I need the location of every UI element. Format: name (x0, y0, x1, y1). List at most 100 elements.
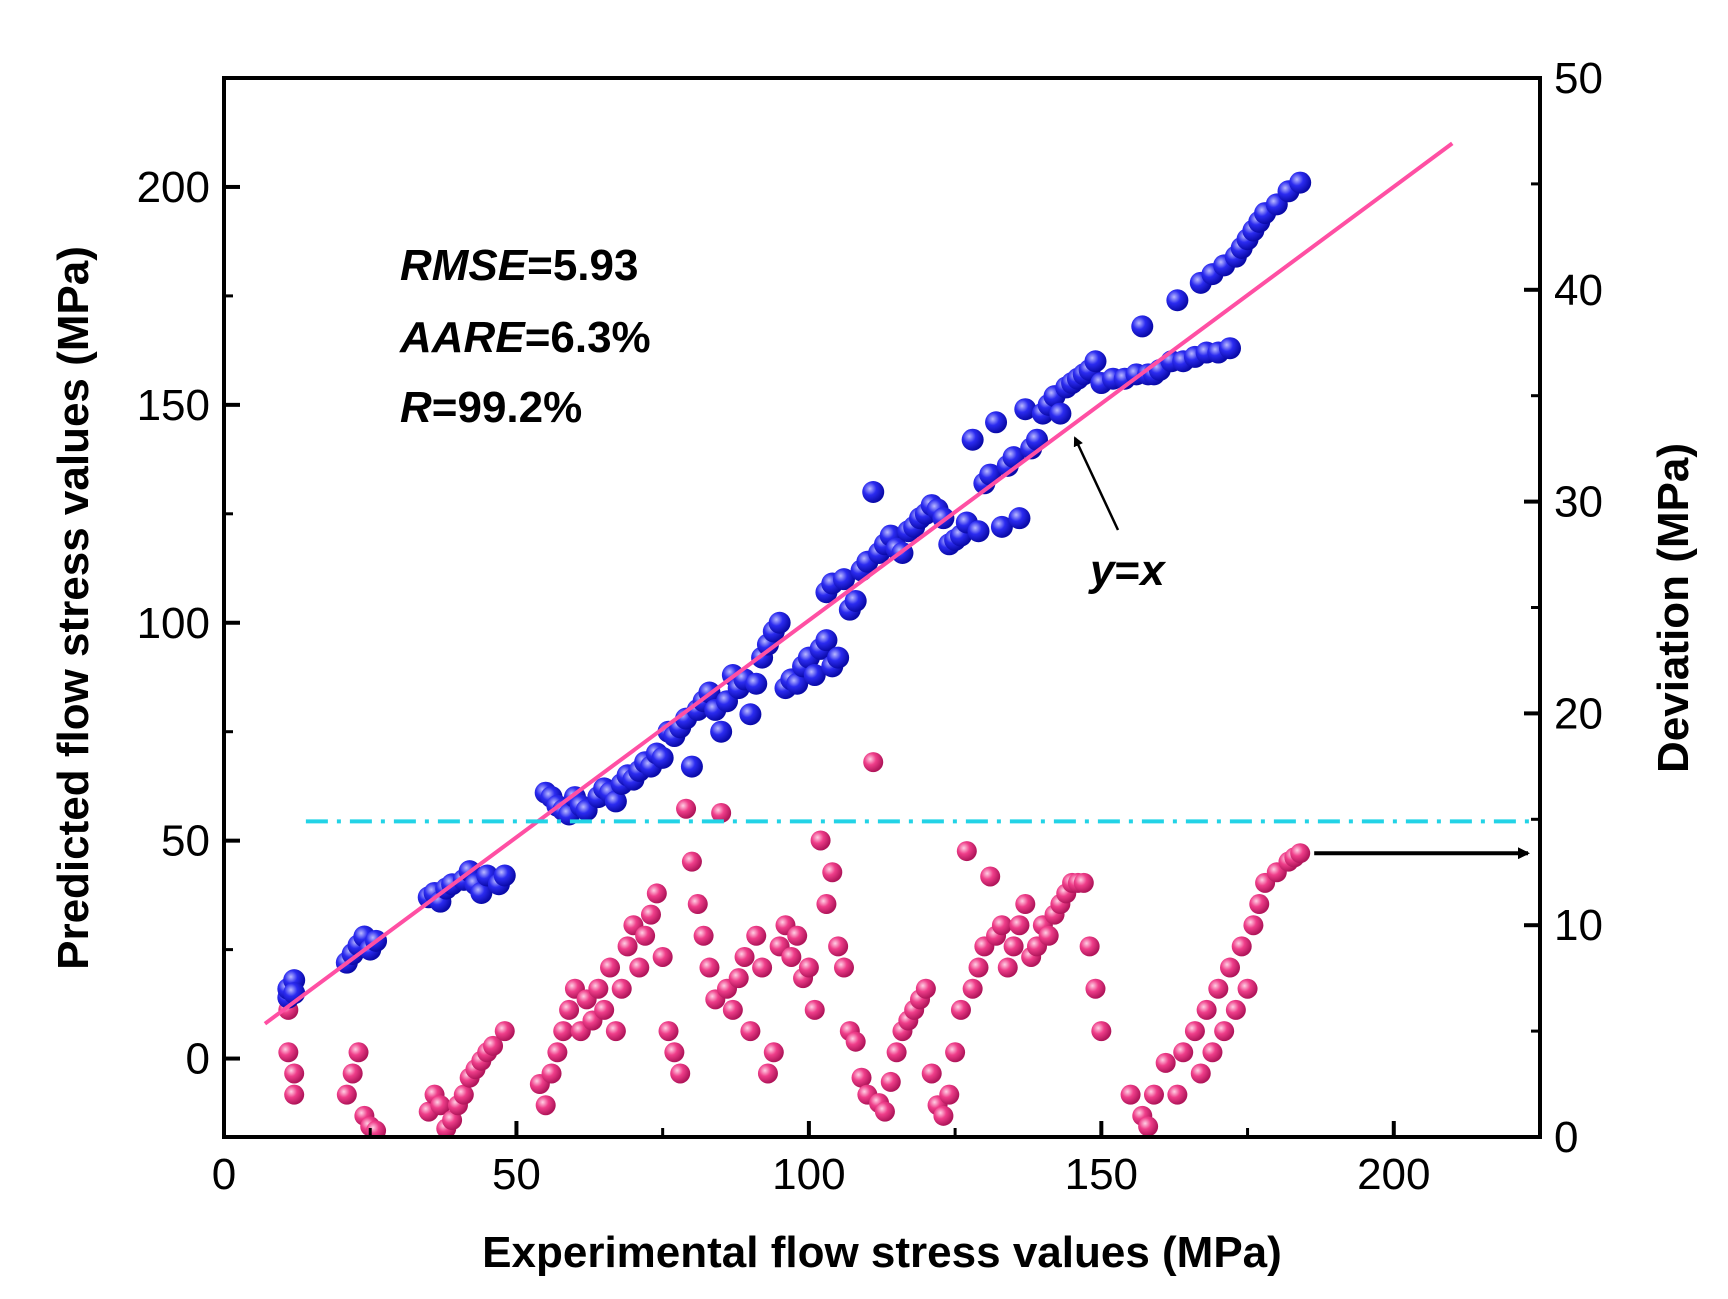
deviation-point (734, 946, 755, 967)
deviation-point (1073, 872, 1094, 893)
deviation-point (781, 946, 802, 967)
deviation-point (1220, 957, 1241, 978)
deviation-point (1196, 999, 1217, 1020)
deviation-point (640, 904, 661, 925)
deviation-point (874, 1101, 895, 1122)
predicted-point (470, 881, 493, 904)
plot-frame (222, 76, 1542, 1139)
axes: 0 50 100 150 200 0 50 100 150 200 0 10 20 30 40 50 (137, 54, 1603, 1199)
deviation-point (681, 851, 702, 872)
x-axis-title: Experimental flow stress values (MPa) (482, 1228, 1282, 1277)
deviation-point (541, 1063, 562, 1084)
deviation-point (980, 866, 1001, 887)
deviation-point (617, 936, 638, 957)
deviation-point (711, 802, 732, 823)
predicted-point (985, 411, 1008, 434)
r-value: =99.2% (432, 383, 582, 432)
y-equals-x-label: y=x (1088, 546, 1166, 595)
deviation-point (1208, 978, 1229, 999)
deviation-point (594, 999, 615, 1020)
predicted-point (1084, 350, 1107, 373)
deviation-point (863, 752, 884, 773)
deviation-point (646, 883, 667, 904)
y2-tick-label: 0 (1554, 1113, 1578, 1162)
deviation-point (798, 957, 819, 978)
deviation-point (1009, 915, 1030, 936)
y-tick-label: 100 (137, 599, 210, 648)
x-tick-label: 0 (212, 1150, 236, 1199)
deviation-point (699, 957, 720, 978)
deviation-point (687, 894, 708, 915)
deviation-point (559, 999, 580, 1020)
deviation-point (1138, 1116, 1159, 1137)
deviation-point (728, 968, 749, 989)
y-axis-title: Predicted flow stress values (MPa) (49, 246, 98, 970)
deviation-point (1249, 894, 1270, 915)
deviation-point (763, 1042, 784, 1063)
predicted-point (651, 746, 674, 769)
deviation-point (816, 894, 837, 915)
deviation-point (1202, 1042, 1223, 1063)
x-tick-label: 200 (1357, 1150, 1430, 1199)
deviation-point (1225, 999, 1246, 1020)
deviation-point (1079, 936, 1100, 957)
y2-tick-label: 30 (1554, 478, 1603, 527)
deviation-point (822, 862, 843, 883)
deviation-point (535, 1095, 556, 1116)
predicted-point (1008, 507, 1031, 530)
y2-tick-label: 40 (1554, 266, 1603, 315)
deviation-point (1243, 915, 1264, 936)
rmse-value: =5.93 (527, 241, 638, 290)
deviation-point (939, 1084, 960, 1105)
deviation-point (1237, 978, 1258, 999)
deviation-point (605, 1021, 626, 1042)
predicted-point (844, 589, 867, 612)
y2-tick-label: 20 (1554, 689, 1603, 738)
deviation-point (494, 1021, 515, 1042)
deviation-point (284, 1084, 305, 1105)
y-equals-x-line (263, 141, 1454, 1026)
y2-tick-label: 50 (1554, 54, 1603, 103)
r-name: R (400, 383, 432, 432)
deviation-point (915, 978, 936, 999)
predicted-point (815, 629, 838, 652)
predicted-point (827, 646, 850, 669)
rmse-name: RMSE (400, 241, 529, 290)
deviation-point (336, 1084, 357, 1105)
predicted-point (680, 755, 703, 778)
deviation-point (1290, 843, 1311, 864)
data-layer (277, 171, 1312, 1137)
y-tick-label: 0 (186, 1035, 210, 1084)
predicted-point (745, 672, 768, 695)
predicted-point (967, 520, 990, 543)
predicted-point (710, 720, 733, 743)
aare-value: =6.3% (525, 313, 651, 362)
deviation-point (1231, 936, 1252, 957)
deviation-point (787, 925, 808, 946)
deviation-point (746, 925, 767, 946)
deviation-point (828, 936, 849, 957)
predicted-point (1049, 402, 1072, 425)
predicted-point (803, 664, 826, 687)
deviation-point (611, 978, 632, 999)
deviation-point (962, 978, 983, 999)
deviation-point (845, 1031, 866, 1052)
predicted-point (493, 864, 516, 887)
predicted-point (961, 428, 984, 451)
x-tick-label: 150 (1065, 1150, 1138, 1199)
deviation-point (1120, 1084, 1141, 1105)
overlay-layer (263, 141, 1540, 1026)
deviation-point (1214, 1021, 1235, 1042)
y-equals-x-pointer (1073, 436, 1120, 531)
predicted-point (604, 790, 627, 813)
deviation-point (1190, 1063, 1211, 1084)
deviation-point (652, 946, 673, 967)
deviation-point (740, 1021, 761, 1042)
deviation-point (1184, 1021, 1205, 1042)
predicted-point (739, 703, 762, 726)
deviation-point (629, 957, 650, 978)
deviation-point (752, 957, 773, 978)
yx-x: x (1138, 546, 1166, 595)
predicted-point (832, 568, 855, 591)
deviation-point (950, 999, 971, 1020)
